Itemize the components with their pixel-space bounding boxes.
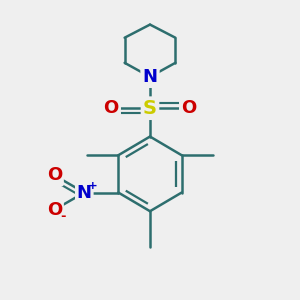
Text: O: O xyxy=(47,167,62,184)
Text: +: + xyxy=(88,181,98,191)
Text: N: N xyxy=(77,184,92,202)
Text: N: N xyxy=(142,68,158,86)
Text: -: - xyxy=(60,210,66,223)
Text: O: O xyxy=(103,99,119,117)
Text: S: S xyxy=(143,99,157,118)
Text: O: O xyxy=(47,201,62,219)
Text: O: O xyxy=(181,99,196,117)
